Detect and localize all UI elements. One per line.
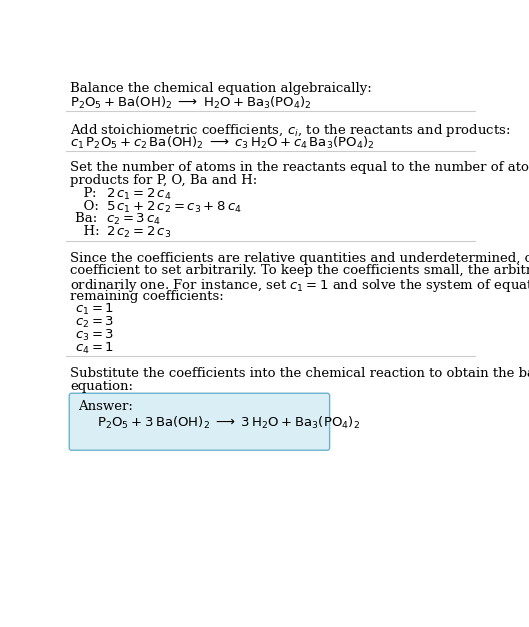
Text: $\mathrm{P_2O_5 + Ba(OH)_2 \;\longrightarrow\; H_2O + Ba_3(PO_4)_2}$: $\mathrm{P_2O_5 + Ba(OH)_2 \;\longrighta…	[70, 95, 312, 111]
Text: $c_1 = 1$: $c_1 = 1$	[76, 302, 114, 317]
Text: equation:: equation:	[70, 380, 133, 393]
Text: Ba:: Ba:	[76, 213, 102, 225]
Text: H:: H:	[76, 225, 104, 238]
Text: Add stoichiometric coefficients, $c_i$, to the reactants and products:: Add stoichiometric coefficients, $c_i$, …	[70, 122, 510, 139]
Text: $c_1\, \mathrm{P_2O_5} + c_2\, \mathrm{Ba(OH)_2} \;\longrightarrow\; c_3\, \math: $c_1\, \mathrm{P_2O_5} + c_2\, \mathrm{B…	[70, 135, 375, 150]
Text: Balance the chemical equation algebraically:: Balance the chemical equation algebraica…	[70, 82, 372, 95]
Text: $c_3 = 3$: $c_3 = 3$	[76, 328, 115, 343]
Text: $c_2 = 3\,c_4$: $c_2 = 3\,c_4$	[106, 213, 161, 228]
Text: $5\,c_1 + 2\,c_2 = c_3 + 8\,c_4$: $5\,c_1 + 2\,c_2 = c_3 + 8\,c_4$	[106, 199, 242, 214]
Text: Answer:: Answer:	[78, 400, 133, 413]
Text: coefficient to set arbitrarily. To keep the coefficients small, the arbitrary va: coefficient to set arbitrarily. To keep …	[70, 264, 529, 277]
FancyBboxPatch shape	[69, 393, 330, 450]
Text: $2\,c_2 = 2\,c_3$: $2\,c_2 = 2\,c_3$	[106, 225, 172, 240]
Text: O:: O:	[76, 199, 104, 213]
Text: products for P, O, Ba and H:: products for P, O, Ba and H:	[70, 174, 257, 187]
Text: $c_2 = 3$: $c_2 = 3$	[76, 315, 115, 330]
Text: remaining coefficients:: remaining coefficients:	[70, 290, 224, 303]
Text: Substitute the coefficients into the chemical reaction to obtain the balanced: Substitute the coefficients into the che…	[70, 367, 529, 380]
Text: $\mathrm{P_2O_5 + 3\, Ba(OH)_2 \;\longrightarrow\; 3\, H_2O + Ba_3(PO_4)_2}$: $\mathrm{P_2O_5 + 3\, Ba(OH)_2 \;\longri…	[97, 415, 360, 431]
Text: P:: P:	[76, 187, 101, 200]
Text: Set the number of atoms in the reactants equal to the number of atoms in the: Set the number of atoms in the reactants…	[70, 162, 529, 174]
Text: $c_4 = 1$: $c_4 = 1$	[76, 340, 114, 356]
Text: Since the coefficients are relative quantities and underdetermined, choose a: Since the coefficients are relative quan…	[70, 251, 529, 265]
Text: $2\,c_1 = 2\,c_4$: $2\,c_1 = 2\,c_4$	[106, 187, 172, 202]
Text: ordinarily one. For instance, set $c_1 = 1$ and solve the system of equations fo: ordinarily one. For instance, set $c_1 =…	[70, 277, 529, 294]
